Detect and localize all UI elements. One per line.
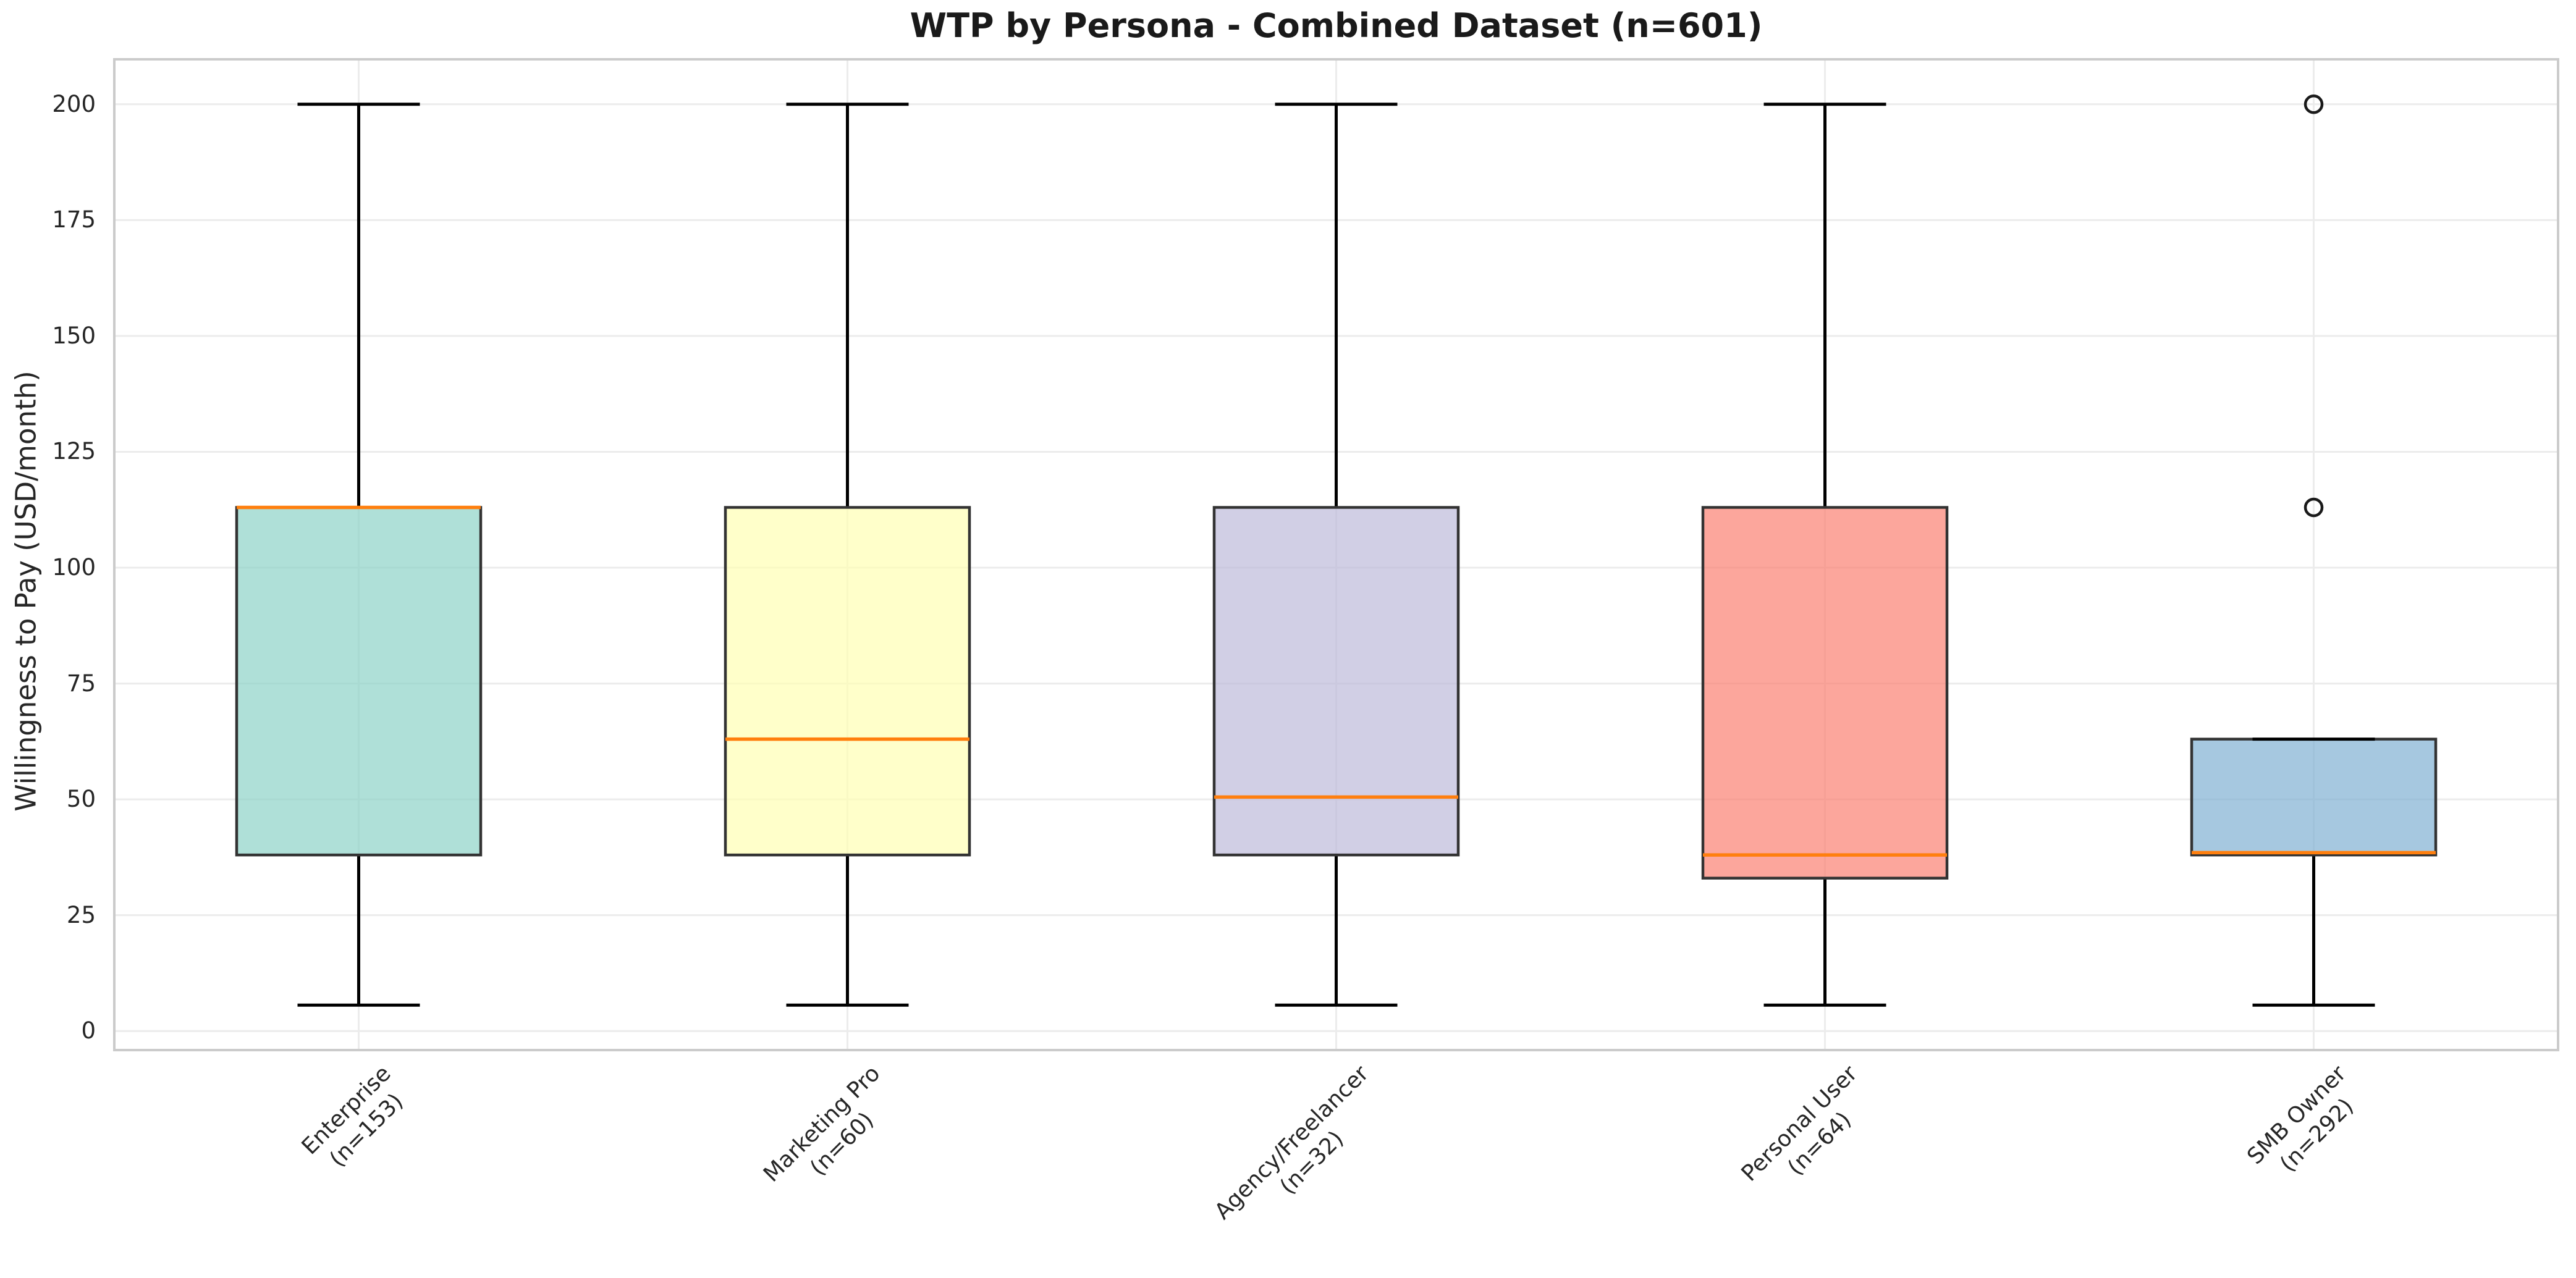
y-tick-label: 125 xyxy=(52,438,96,465)
y-tick-label: 25 xyxy=(66,901,96,928)
box-iqr xyxy=(1212,506,1460,857)
y-tick-label: 0 xyxy=(81,1017,96,1045)
box-iqr xyxy=(235,506,483,857)
box-iqr xyxy=(1701,506,1949,880)
y-tick-label: 175 xyxy=(52,206,96,233)
axes-spines xyxy=(113,58,2559,1051)
y-tick-label: 100 xyxy=(52,554,96,581)
chart-title: WTP by Persona - Combined Dataset (n=601… xyxy=(910,6,1763,45)
outlier-marker xyxy=(2304,95,2324,114)
box-group-marketing-pro xyxy=(724,103,971,1007)
box-group-personal-user xyxy=(1701,103,1949,1007)
outlier-marker xyxy=(2304,497,2324,518)
box-group-smb-owner xyxy=(2190,95,2438,1007)
box-group-agency-freelancer xyxy=(1212,103,1460,1007)
box-iqr xyxy=(2190,738,2438,857)
box-iqr xyxy=(724,506,971,857)
y-tick-label: 200 xyxy=(52,90,96,117)
y-tick-label: 150 xyxy=(52,322,96,349)
y-tick-label: 75 xyxy=(66,670,96,697)
box-group-enterprise xyxy=(235,103,483,1007)
y-tick-label: 50 xyxy=(66,786,96,813)
